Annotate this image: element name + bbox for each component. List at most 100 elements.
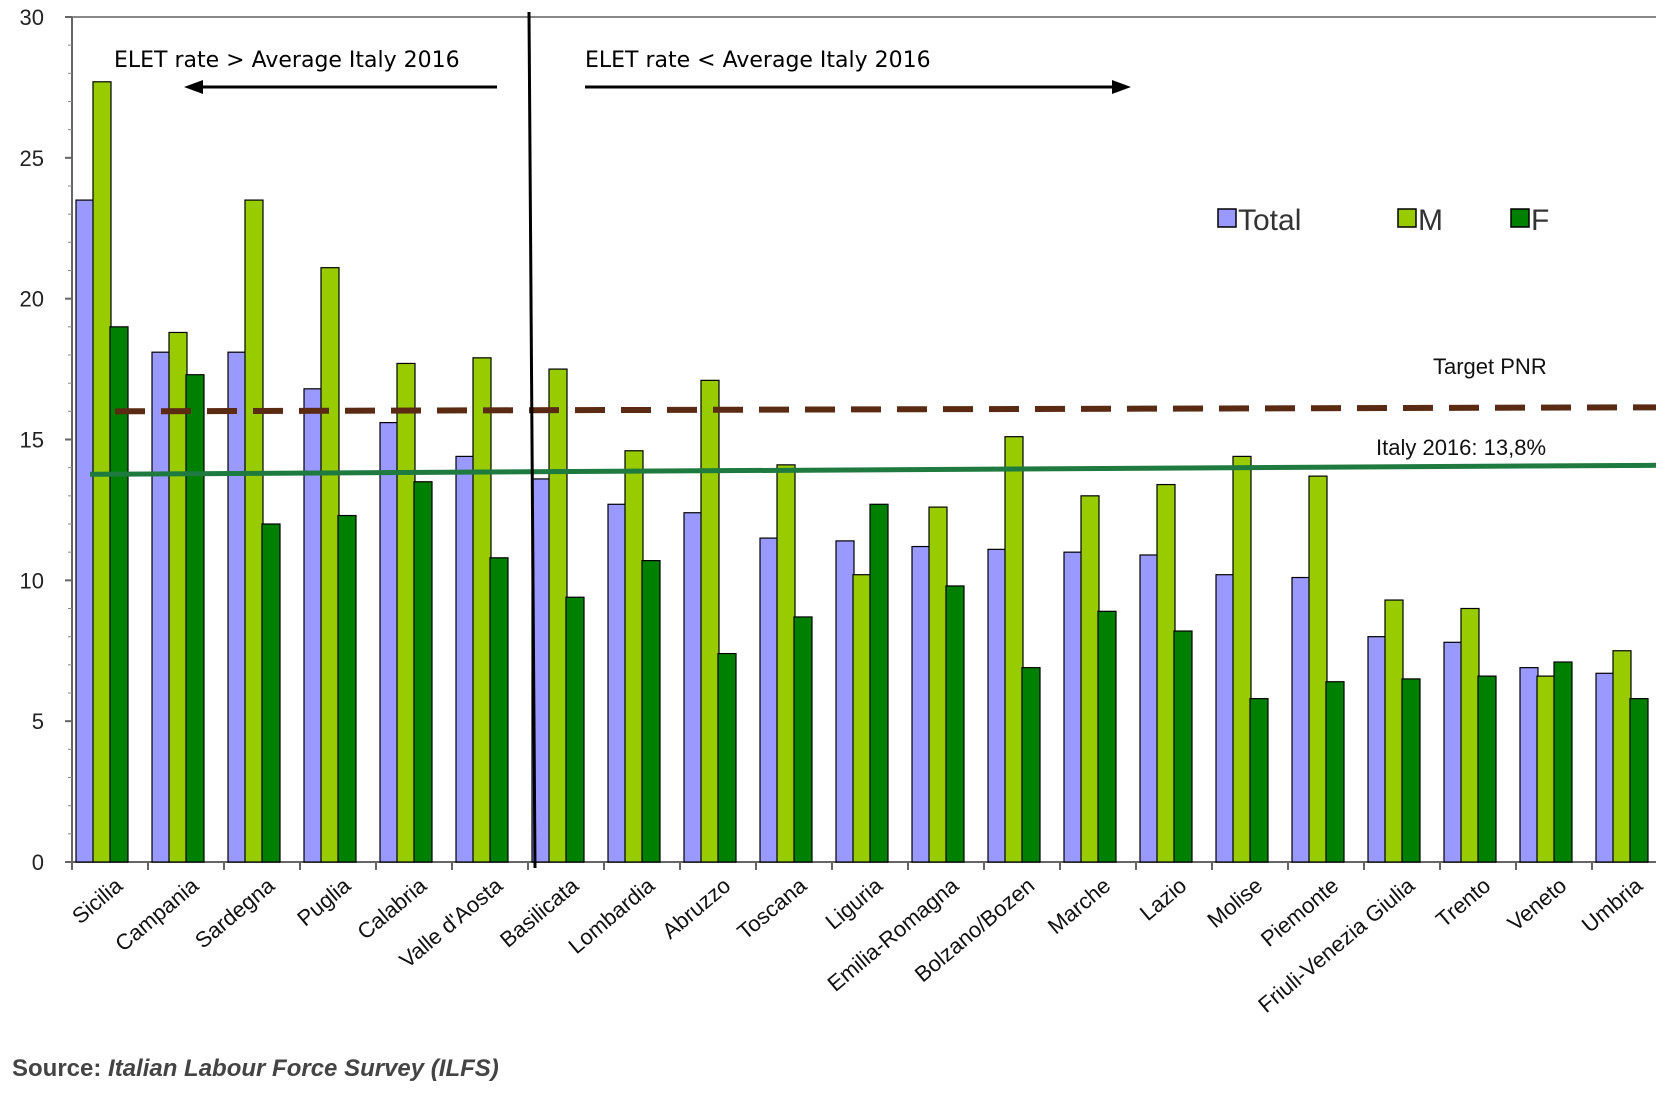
category-label: Campania [110, 872, 203, 956]
bar-total-12 [987, 548, 1007, 863]
bar-total-18 [1443, 641, 1463, 863]
bar-f-5 [489, 557, 509, 863]
bar-f-10 [869, 503, 889, 863]
bar-f-20 [1629, 698, 1649, 863]
category-label: Veneto [1503, 873, 1572, 936]
bar-m-7 [624, 450, 644, 863]
reference-lines [89, 404, 1656, 477]
y-tick-label: 30 [20, 5, 44, 30]
bar-f-13 [1097, 610, 1117, 863]
bar-m-12 [1004, 436, 1024, 863]
category-label: Lombardia [564, 872, 660, 958]
bar-total-2 [227, 351, 247, 863]
bar-m-3 [320, 267, 340, 863]
bar-total-5 [455, 455, 475, 863]
category-label: Toscana [732, 872, 811, 944]
legend: Total M F [1217, 204, 1549, 237]
bar-m-6 [548, 368, 568, 863]
bar-f-8 [717, 652, 737, 863]
bar-total-3 [303, 388, 323, 863]
legend-swatch-1 [1397, 208, 1417, 228]
category-label: Puglia [292, 872, 356, 931]
bar-m-14 [1156, 483, 1176, 863]
bar-m-4 [396, 362, 416, 863]
bar-f-2 [261, 523, 281, 863]
source-label: Source: [12, 1055, 102, 1082]
category-label: Sardegna [190, 872, 280, 953]
bar-f-0 [109, 326, 129, 863]
arrow-left-icon [184, 80, 203, 94]
bar-m-10 [852, 574, 872, 863]
bar-m-19 [1536, 675, 1556, 863]
y-tick-label: 0 [32, 850, 44, 875]
bar-total-14 [1139, 554, 1159, 863]
italy-average-label: Italy 2016: 13,8% [1376, 435, 1546, 460]
source-text: Italian Labour Force Survey (ILFS) [108, 1055, 499, 1082]
bar-m-5 [472, 357, 492, 863]
target-line [114, 404, 1656, 415]
bar-total-20 [1595, 672, 1615, 863]
bar-total-7 [607, 503, 627, 863]
y-tick-label: 25 [20, 146, 44, 171]
bar-m-20 [1612, 650, 1632, 863]
bar-m-13 [1080, 495, 1100, 863]
bar-f-12 [1021, 667, 1041, 863]
bar-m-11 [928, 506, 948, 863]
bars [75, 81, 1649, 863]
bar-m-2 [244, 199, 264, 863]
italy-average-line [89, 462, 1656, 477]
bar-m-16 [1308, 475, 1328, 863]
y-tick-label: 10 [20, 568, 44, 593]
category-label: Abruzzo [657, 873, 735, 944]
source-note: Source: Italian Labour Force Survey (ILF… [12, 1055, 499, 1083]
bar-f-14 [1173, 630, 1193, 863]
category-label: Trento [1431, 873, 1495, 933]
bar-total-4 [379, 422, 399, 863]
target-label: Target PNR [1433, 354, 1547, 379]
category-label: Liguria [821, 872, 888, 934]
bar-m-17 [1384, 599, 1404, 863]
legend-label-2: F [1531, 204, 1549, 237]
bar-total-9 [759, 537, 779, 863]
bar-f-7 [641, 560, 661, 863]
bar-m-15 [1232, 455, 1252, 863]
category-label: Marche [1043, 873, 1115, 939]
annotation-below: ELET rate < Average Italy 2016 [585, 48, 931, 73]
bar-f-3 [337, 514, 357, 863]
legend-label-0: Total [1238, 204, 1301, 237]
bar-f-18 [1477, 675, 1497, 863]
bar-f-11 [945, 585, 965, 863]
bar-total-0 [75, 199, 95, 863]
category-label: Lazio [1135, 873, 1191, 926]
bar-total-17 [1367, 636, 1387, 863]
category-label: Sicilia [67, 872, 128, 929]
category-label: Molise [1202, 873, 1267, 933]
category-label: Emilia-Romagna [823, 872, 964, 996]
bar-total-16 [1291, 576, 1311, 863]
annotation-above: ELET rate > Average Italy 2016 [114, 48, 460, 73]
bar-total-1 [151, 351, 171, 863]
bar-f-16 [1325, 681, 1345, 863]
bar-total-8 [683, 512, 703, 863]
bar-f-4 [413, 481, 433, 863]
legend-label-1: M [1418, 204, 1443, 237]
bar-m-9 [776, 464, 796, 863]
y-tick-label: 15 [20, 428, 44, 453]
arrow-right-icon [1112, 80, 1131, 94]
bar-m-18 [1460, 607, 1480, 863]
bar-total-19 [1519, 667, 1539, 863]
y-tick-label: 20 [20, 287, 44, 312]
bar-f-17 [1401, 678, 1421, 863]
bar-total-13 [1063, 551, 1083, 863]
bar-f-19 [1553, 661, 1573, 863]
bar-total-11 [911, 545, 931, 863]
bar-f-6 [565, 596, 585, 863]
y-tick-label: 5 [32, 709, 44, 734]
legend-swatch-0 [1217, 208, 1237, 228]
bar-m-8 [700, 379, 720, 863]
bar-f-15 [1249, 698, 1269, 863]
legend-swatch-2 [1510, 208, 1530, 228]
bar-f-9 [793, 616, 813, 863]
